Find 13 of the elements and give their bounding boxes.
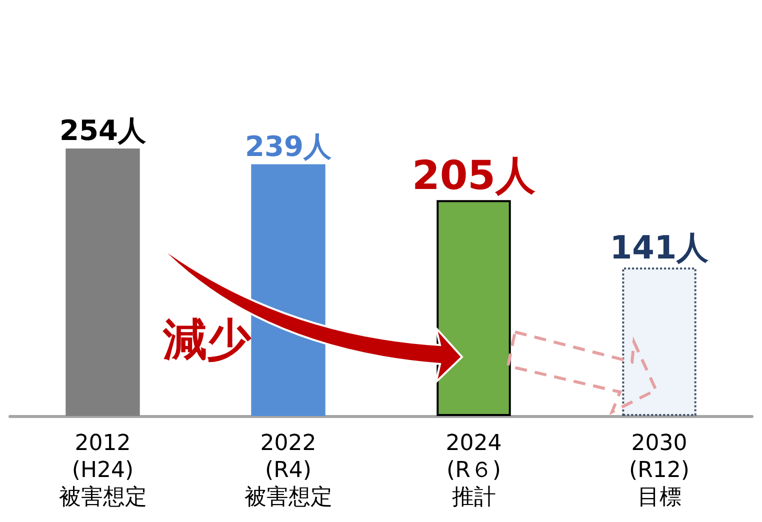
bar: [251, 164, 326, 416]
data-label: 239人: [245, 130, 332, 163]
bar: [436, 200, 511, 416]
x-tick-label: 2030 (R12) 目標: [629, 431, 690, 510]
data-label: 254人: [60, 114, 147, 147]
annotation: 減少: [162, 314, 252, 366]
data-label: 205人: [412, 153, 536, 200]
x-tick-label: 2012 (H24) 被害想定: [58, 431, 147, 510]
bar: [66, 148, 140, 416]
x-tick-label: 2024 (R６) 推計: [446, 431, 502, 510]
data-label: 141人: [610, 228, 710, 266]
bar: [622, 267, 696, 416]
x-tick-label: 2022 (R4) 被害想定: [244, 431, 332, 510]
